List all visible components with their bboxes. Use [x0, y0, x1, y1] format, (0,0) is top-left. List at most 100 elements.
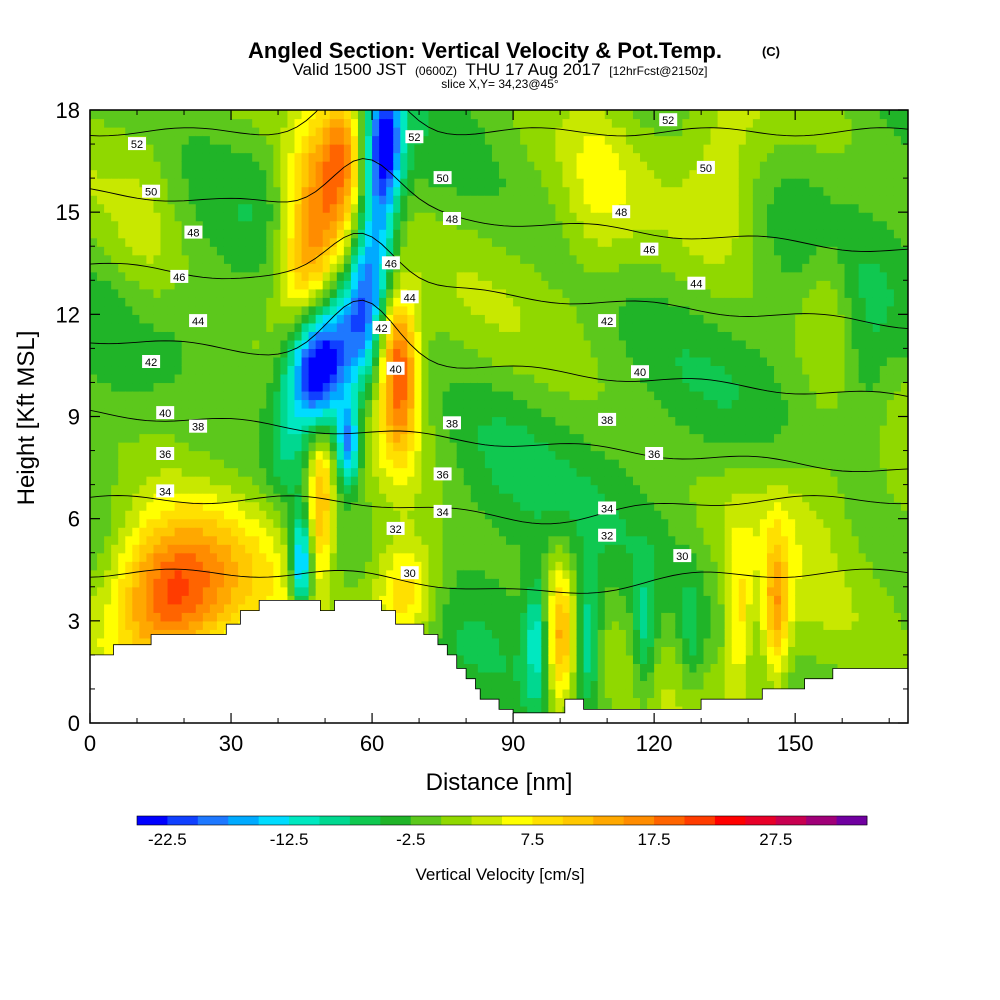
field-cell [209, 212, 218, 222]
field-cell [195, 144, 204, 154]
field-cell [97, 118, 105, 128]
field-cell [252, 203, 260, 213]
field-cell [428, 510, 437, 520]
field-cell [245, 271, 253, 281]
field-cell [534, 263, 542, 273]
field-cell [160, 399, 169, 409]
field-cell [111, 629, 119, 639]
field-cell [188, 365, 197, 375]
field-cell [195, 407, 204, 418]
field-cell [139, 552, 148, 562]
field-cell [428, 246, 437, 256]
field-cell [329, 144, 338, 154]
field-cell [90, 331, 98, 341]
field-cell [527, 493, 535, 503]
field-cell [442, 297, 451, 307]
field-cell [421, 229, 430, 239]
field-cell [329, 110, 338, 120]
field-cell [315, 203, 324, 213]
field-cell [266, 186, 274, 196]
field-cell [520, 339, 528, 349]
field-cell [280, 382, 289, 392]
field-cell [386, 144, 394, 154]
field-cell [153, 629, 162, 639]
field-cell [294, 433, 303, 443]
field-cell [541, 348, 549, 358]
field-cell [259, 297, 267, 307]
field-cell [350, 314, 359, 324]
field-cell [534, 663, 542, 673]
field-cell [167, 144, 176, 154]
field-cell [266, 118, 274, 128]
field-cell [188, 535, 197, 545]
field-cell [506, 620, 514, 630]
field-cell [435, 552, 444, 562]
field-cell [400, 178, 408, 188]
field-cell [421, 416, 430, 426]
field-cell [357, 118, 366, 128]
field-cell [343, 373, 352, 384]
field-cell [167, 280, 176, 290]
field-cell [202, 280, 211, 290]
field-cell [477, 280, 486, 290]
field-cell [477, 586, 486, 596]
field-cell [449, 629, 458, 639]
field-cell [90, 527, 98, 537]
field-cell [548, 288, 557, 298]
field-cell [435, 288, 444, 298]
field-cell [442, 229, 451, 239]
field-cell [386, 552, 394, 562]
field-cell [231, 501, 239, 511]
field-cell [308, 195, 317, 205]
field-cell [118, 501, 126, 511]
field-cell [216, 620, 225, 630]
field-cell [322, 493, 331, 503]
field-cell [238, 382, 246, 392]
field-cell [259, 510, 267, 520]
field-cell [400, 169, 408, 179]
field-cell [188, 433, 197, 443]
field-cell [160, 390, 169, 401]
field-cell [146, 135, 155, 145]
field-cell [343, 382, 352, 392]
field-cell [386, 425, 394, 435]
field-cell [280, 271, 289, 281]
field-cell [132, 297, 140, 307]
field-cell [386, 501, 394, 511]
field-cell [513, 322, 521, 332]
field-cell [569, 127, 578, 137]
field-cell [181, 476, 190, 486]
field-cell [555, 254, 564, 264]
field-cell [569, 518, 578, 528]
field-cell [287, 237, 296, 247]
field-cell [315, 195, 324, 205]
field-cell [513, 476, 521, 486]
field-cell [506, 484, 514, 494]
field-cell [548, 450, 557, 460]
field-cell [386, 339, 394, 349]
field-cell [421, 280, 430, 290]
field-cell [181, 110, 190, 120]
field-cell [484, 493, 493, 503]
field-cell [400, 467, 408, 477]
field-cell [97, 220, 105, 230]
field-cell [386, 135, 394, 145]
field-cell [449, 390, 458, 401]
field-cell [499, 373, 507, 384]
field-cell [562, 544, 571, 554]
field-cell [400, 305, 408, 315]
field-cell [407, 416, 415, 426]
field-cell [435, 220, 444, 230]
field-cell [188, 586, 197, 596]
field-cell [118, 127, 126, 137]
field-cell [167, 442, 176, 452]
field-cell [477, 569, 486, 579]
field-cell [393, 220, 401, 230]
field-cell [484, 637, 493, 647]
field-cell [520, 586, 528, 596]
field-cell [484, 416, 493, 426]
field-cell [181, 450, 190, 460]
field-cell [160, 161, 169, 171]
field-cell [449, 552, 458, 562]
field-cell [90, 110, 98, 120]
